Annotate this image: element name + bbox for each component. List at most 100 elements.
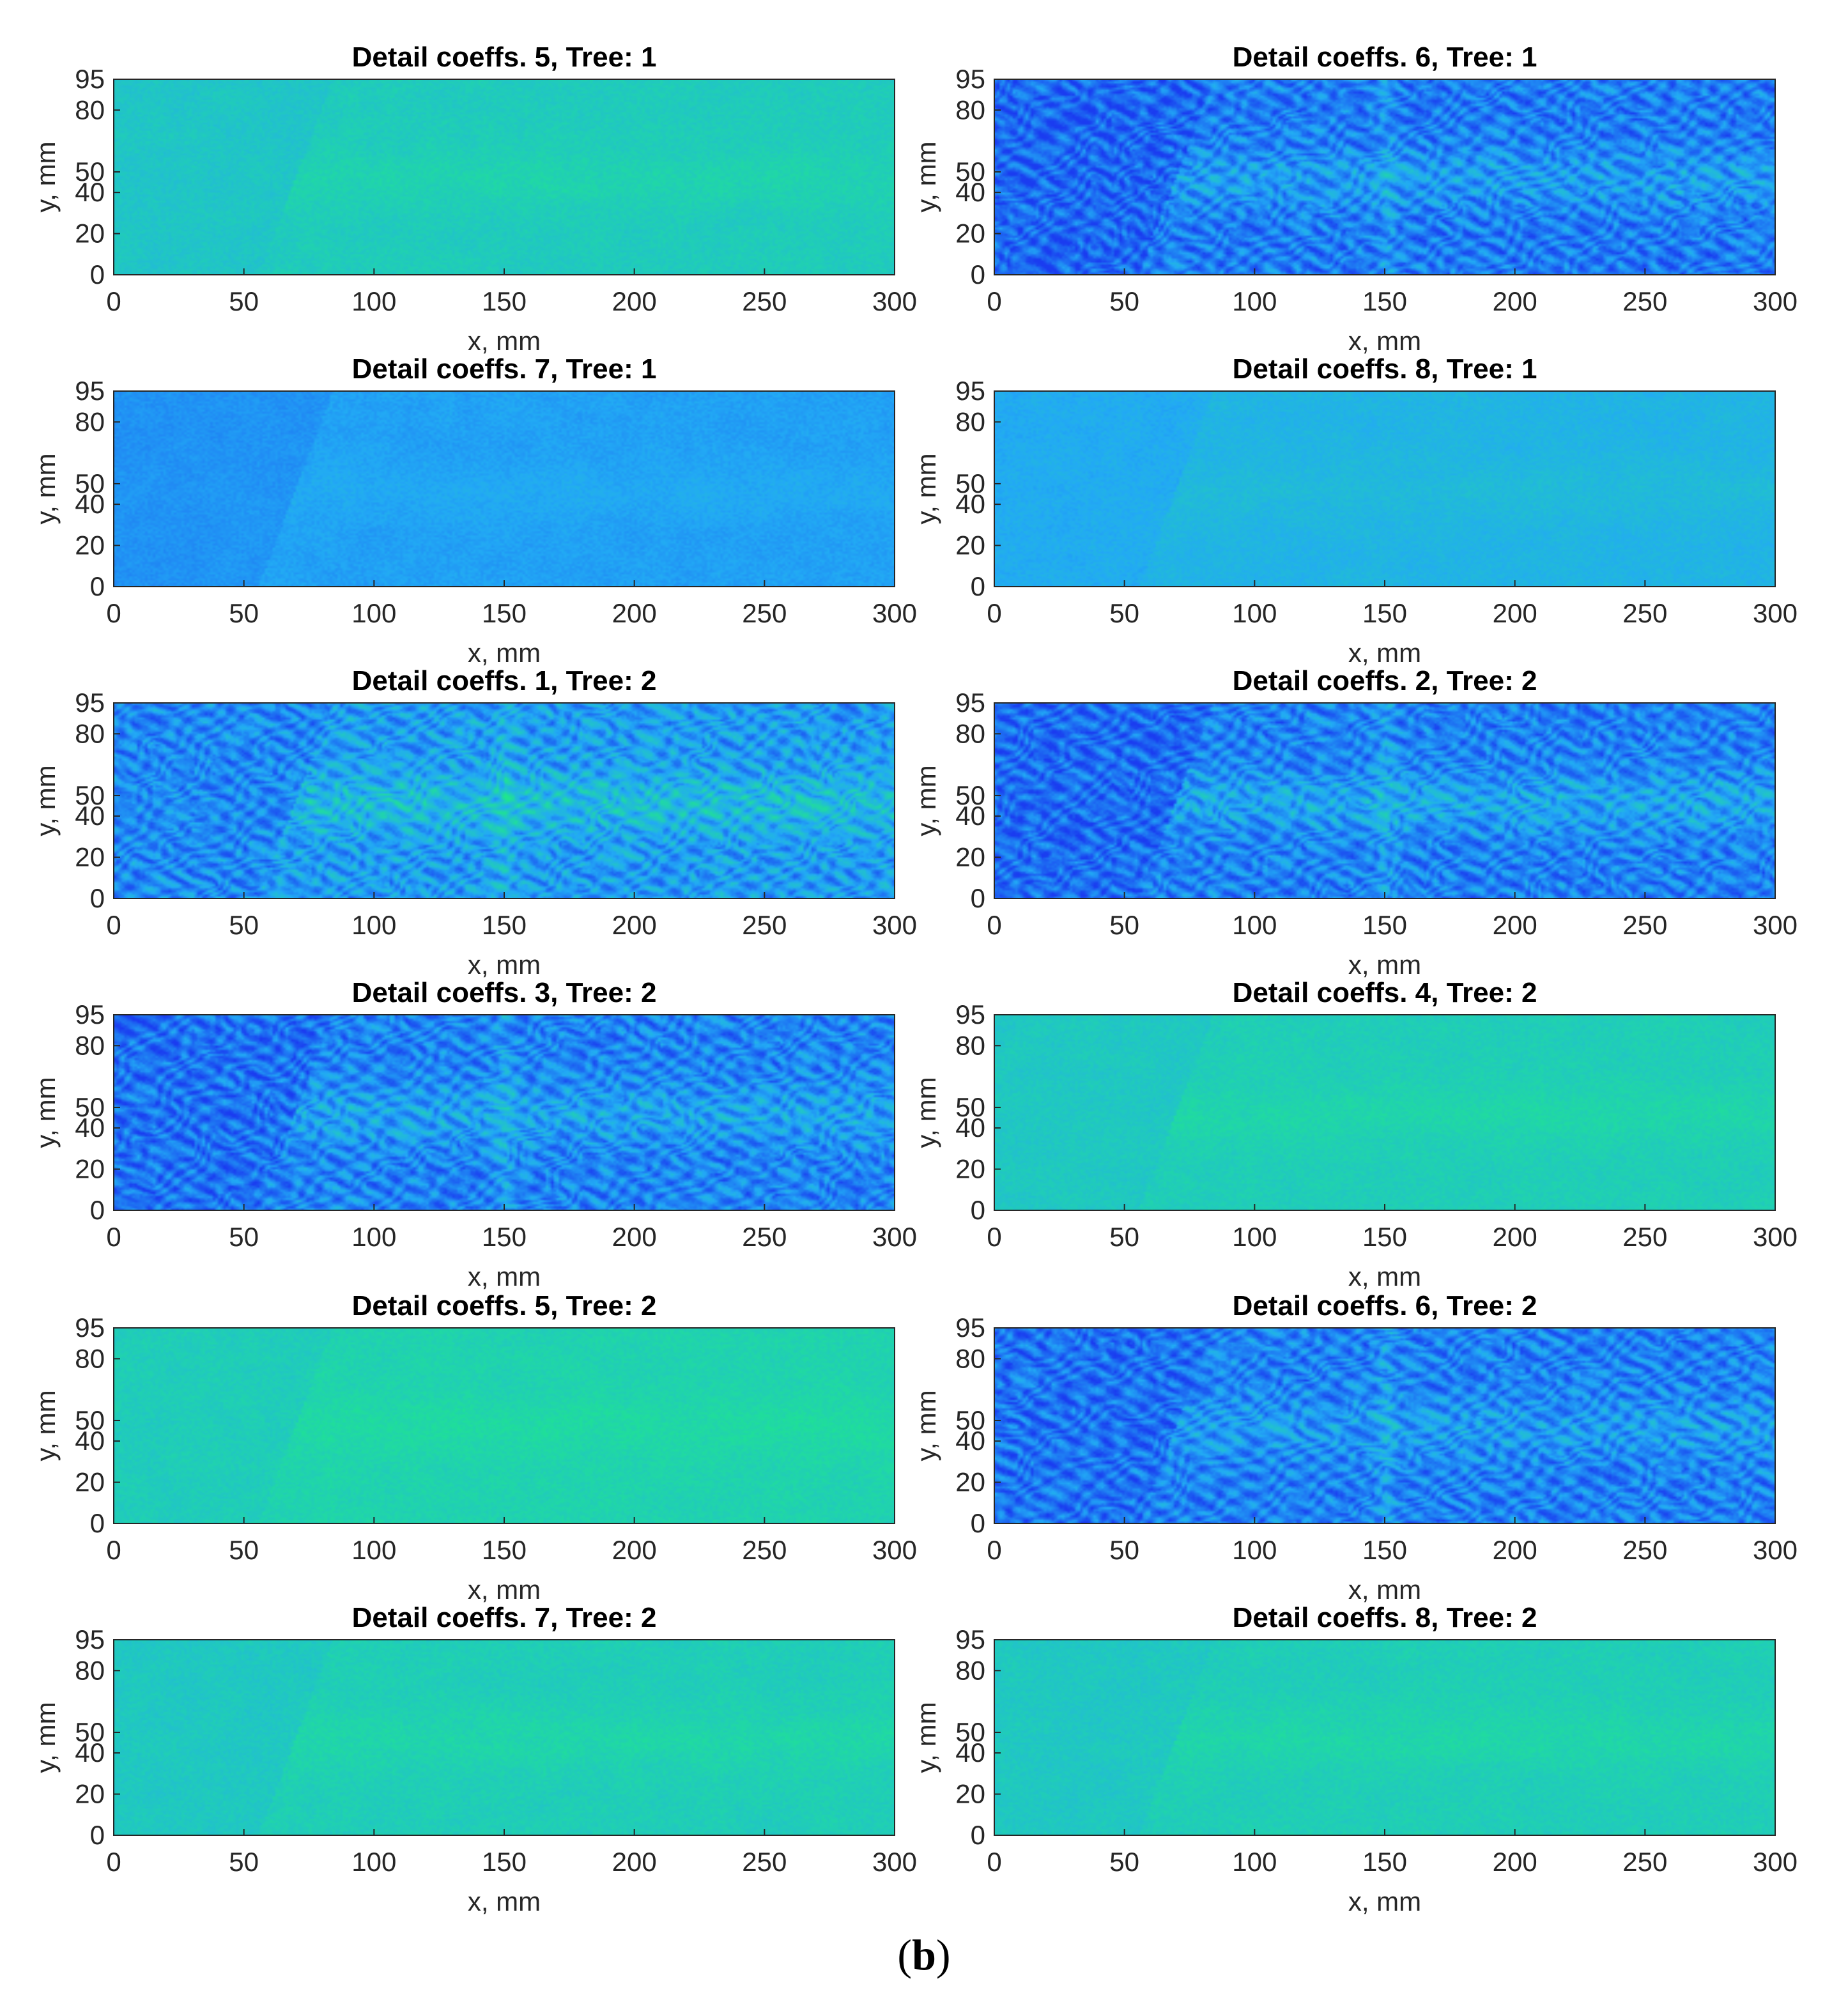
x-tick-label: 300 [872,1222,917,1252]
x-tick-label: 0 [987,1847,1001,1877]
x-tick-label: 250 [1622,286,1667,316]
subplot-title: Detail coeffs. 8, Tree: 1 [1233,353,1537,385]
x-tick-label: 0 [106,286,121,316]
x-tick-label: 200 [612,1847,657,1877]
x-tick-label: 150 [482,598,527,628]
x-axis-label: x, mm [1348,950,1421,980]
y-tick-label: 80 [75,406,105,436]
x-axis-label: x, mm [1348,326,1421,356]
y-tick-label: 80 [955,95,985,125]
y-tick-label: 40 [75,1113,105,1143]
y-tick-label: 50 [75,1092,105,1122]
y-tick-label: 80 [75,1343,105,1373]
x-tick-label: 200 [612,286,657,316]
subplot-title: Detail coeffs. 3, Tree: 2 [352,977,657,1008]
subplot-8: Detail coeffs. 4, Tree: 20 50 100 150 200 250… [911,977,1798,1291]
x-tick-label: 150 [1362,598,1407,628]
x-tick-label: 250 [1622,598,1667,628]
y-tick-label: 50 [75,468,105,498]
x-tick-label: 300 [872,1847,917,1877]
subplot-title: Detail coeffs. 6, Tree: 2 [1233,1290,1537,1321]
x-tick-label: 50 [1109,1847,1139,1877]
y-tick-label: 0 [971,1195,985,1225]
subplot-title: Detail coeffs. 5, Tree: 1 [352,42,657,73]
x-axis-label: x, mm [1348,638,1421,668]
caption-letter: b [912,1930,936,1979]
y-tick-label: 95 [75,1624,105,1654]
y-tick-label: 40 [955,1113,985,1143]
wavelet-detail-figure: Detail coeffs. 5, Tree: 10 50 100 150 200 250… [31,42,1798,1916]
subplot-title: Detail coeffs. 1, Tree: 2 [352,665,657,697]
x-tick-label: 0 [987,1222,1001,1252]
x-tick-label: 300 [872,910,917,940]
subplot-title: Detail coeffs. 7, Tree: 2 [352,1602,657,1633]
subplot-7: Detail coeffs. 3, Tree: 20 50 100 150 200 250… [31,977,917,1291]
x-tick-label: 0 [987,598,1001,628]
y-tick-label: 0 [971,571,985,601]
caption-open: ( [897,1930,912,1979]
y-tick-label: 50 [955,780,985,810]
x-tick-label: 300 [1753,1847,1798,1877]
x-tick-label: 100 [351,1222,396,1252]
heatmap-image [114,1015,895,1210]
y-tick-label: 50 [75,157,105,187]
y-tick-label: 40 [75,489,105,519]
x-tick-label: 0 [987,910,1001,940]
x-tick-label: 250 [1622,1847,1667,1877]
y-tick-label: 80 [75,1655,105,1685]
x-tick-label: 200 [1493,910,1537,940]
x-tick-label: 100 [1232,1847,1277,1877]
x-tick-label: 300 [872,286,917,316]
y-tick-label: 20 [75,530,105,560]
y-tick-label: 50 [75,1717,105,1747]
x-axis-label: x, mm [1348,1575,1421,1605]
y-axis-label: y, mm [31,141,61,212]
y-tick-label: 20 [75,1154,105,1184]
y-tick-label: 0 [90,883,105,913]
heatmap-image [994,1640,1775,1835]
y-axis-label: y, mm [911,765,941,836]
y-tick-label: 50 [955,468,985,498]
y-tick-label: 40 [955,801,985,831]
y-tick-label: 95 [955,1313,985,1343]
y-tick-label: 20 [955,219,985,249]
y-tick-label: 20 [955,1779,985,1809]
y-tick-label: 50 [75,1405,105,1435]
y-tick-label: 0 [971,883,985,913]
y-tick-label: 20 [75,1467,105,1497]
x-axis-label: x, mm [468,1575,541,1605]
y-axis-label: y, mm [911,1077,941,1148]
heatmap-image [114,79,895,275]
heatmap-image [994,79,1775,275]
x-axis-label: x, mm [468,950,541,980]
x-tick-label: 300 [1753,286,1798,316]
x-tick-label: 300 [872,1535,917,1565]
subplot-10: Detail coeffs. 6, Tree: 20 50 100 150 200 250… [911,1290,1798,1605]
y-axis-label: y, mm [911,141,941,212]
subplot-6: Detail coeffs. 2, Tree: 20 50 100 150 200 250… [911,665,1798,980]
y-tick-label: 20 [75,1779,105,1809]
x-tick-label: 50 [1109,910,1139,940]
y-tick-label: 80 [75,1030,105,1060]
x-tick-label: 150 [1362,1847,1407,1877]
y-tick-label: 0 [90,1195,105,1225]
x-tick-label: 150 [482,1222,527,1252]
y-tick-label: 40 [75,177,105,207]
y-tick-label: 0 [90,1508,105,1538]
x-tick-label: 200 [1493,1847,1537,1877]
x-tick-label: 250 [742,1535,787,1565]
x-tick-label: 0 [106,598,121,628]
x-tick-label: 50 [229,910,259,940]
y-tick-label: 20 [75,219,105,249]
y-tick-label: 20 [955,1467,985,1497]
x-tick-label: 100 [351,286,396,316]
x-tick-label: 200 [612,598,657,628]
y-axis-label: y, mm [31,1702,61,1773]
x-tick-label: 0 [106,1535,121,1565]
y-tick-label: 40 [955,489,985,519]
x-tick-label: 150 [482,1535,527,1565]
x-tick-label: 200 [1493,598,1537,628]
x-tick-label: 250 [742,1847,787,1877]
heatmap-image [114,1640,895,1835]
y-tick-label: 50 [955,1092,985,1122]
